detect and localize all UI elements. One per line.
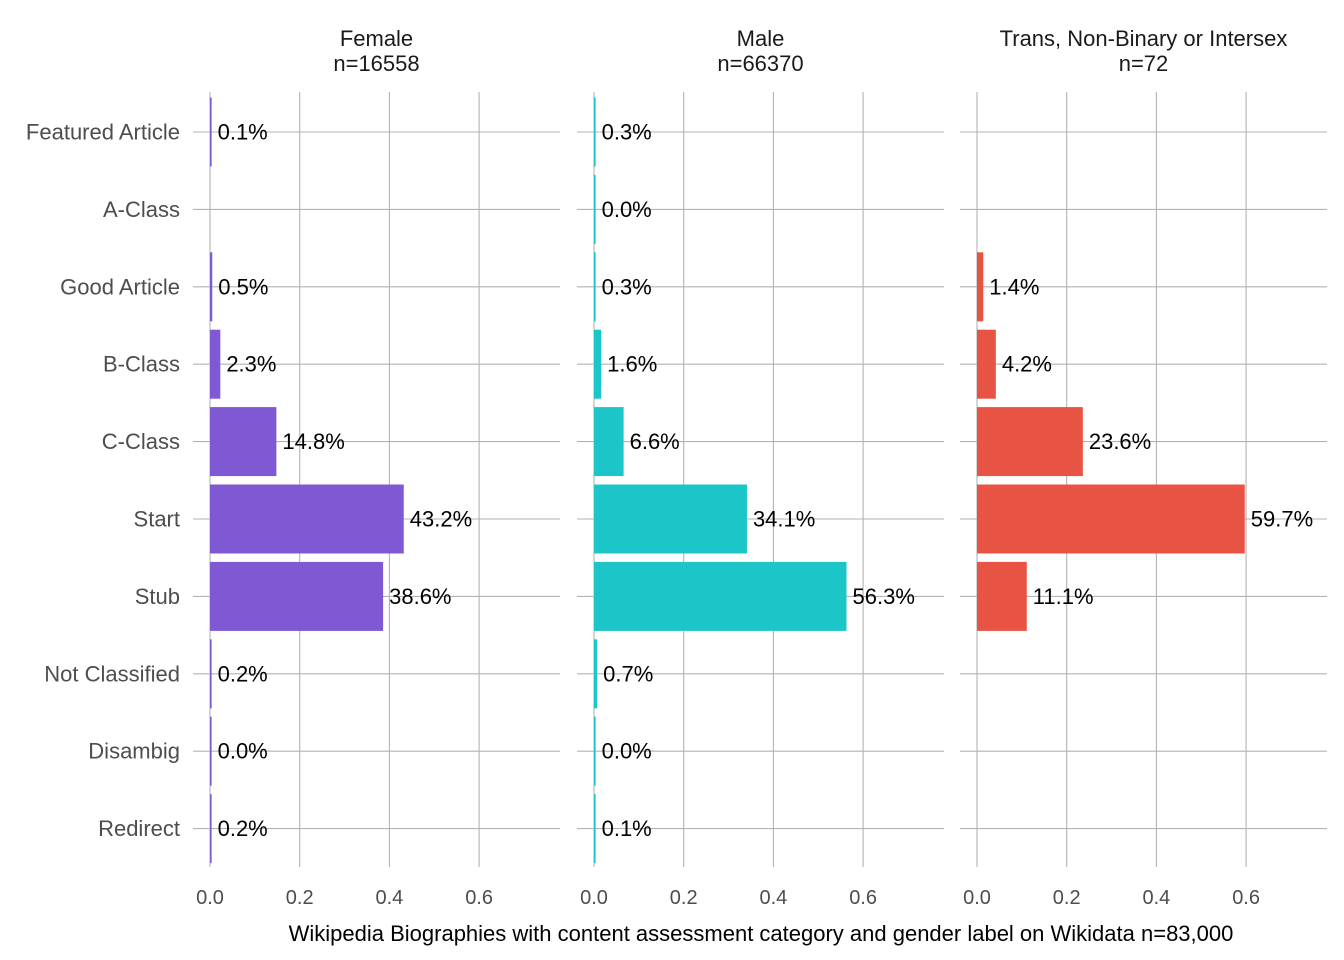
bar-start (977, 484, 1245, 554)
data-label-not-classified: 0.7% (603, 661, 653, 686)
data-label-start: 59.7% (1251, 507, 1313, 532)
data-label-redirect: 0.2% (218, 816, 268, 841)
bar-good-article (210, 252, 213, 322)
bar-stub (977, 561, 1027, 631)
x-tick-label: 0.4 (759, 887, 787, 909)
x-tick-label: 0.2 (670, 887, 698, 909)
data-label-c-class: 14.8% (282, 429, 344, 454)
bar-disambig (594, 716, 596, 786)
x-tick-label: 0.0 (580, 887, 608, 909)
data-label-stub: 56.3% (853, 584, 915, 609)
data-label-stub: 38.6% (389, 584, 451, 609)
data-label-good-article: 0.5% (218, 274, 268, 299)
data-label-featured-article: 0.1% (218, 120, 268, 145)
data-label-featured-article: 0.3% (602, 120, 652, 145)
x-tick-label: 0.6 (849, 887, 877, 909)
bar-c-class (594, 407, 624, 477)
category-label-b-class: B-Class (103, 352, 180, 377)
panel-title: Male (737, 26, 785, 51)
panel-subtitle: n=66370 (717, 51, 803, 76)
bar-start (594, 484, 747, 554)
bar-b-class (594, 329, 602, 399)
data-label-redirect: 0.1% (602, 816, 652, 841)
data-label-start: 34.1% (753, 507, 815, 532)
category-label-a-class: A-Class (103, 197, 180, 222)
bar-b-class (977, 329, 996, 399)
bar-start (210, 484, 404, 554)
bar-redirect (210, 794, 212, 864)
category-label-not-classified: Not Classified (44, 661, 180, 686)
panel-subtitle: n=72 (1119, 51, 1169, 76)
category-label-featured-article: Featured Article (26, 120, 180, 145)
x-tick-label: 0.6 (465, 887, 493, 909)
x-axis-title: Wikipedia Biographies with content asses… (289, 921, 1234, 946)
x-tick-label: 0.0 (963, 887, 991, 909)
bar-not-classified (210, 639, 212, 709)
bar-good-article (594, 252, 596, 322)
x-tick-label: 0.0 (196, 887, 224, 909)
x-tick-label: 0.2 (286, 887, 314, 909)
data-label-good-article: 0.3% (602, 274, 652, 299)
data-label-disambig: 0.0% (218, 739, 268, 764)
panel-subtitle: n=16558 (333, 51, 419, 76)
bar-stub (594, 561, 847, 631)
category-label-good-article: Good Article (60, 274, 180, 299)
panel-title: Trans, Non-Binary or Intersex (1000, 26, 1288, 51)
x-tick-label: 0.2 (1053, 887, 1081, 909)
bar-stub (210, 561, 384, 631)
data-label-c-class: 23.6% (1089, 429, 1151, 454)
category-label-redirect: Redirect (98, 816, 180, 841)
data-label-good-article: 1.4% (989, 274, 1039, 299)
data-label-a-class: 0.0% (602, 197, 652, 222)
category-label-c-class: C-Class (102, 429, 180, 454)
data-label-b-class: 1.6% (607, 352, 657, 377)
data-label-start: 43.2% (410, 507, 472, 532)
category-label-disambig: Disambig (88, 739, 180, 764)
data-label-stub: 11.1% (1033, 584, 1094, 609)
data-label-b-class: 4.2% (1002, 352, 1052, 377)
data-label-not-classified: 0.2% (218, 661, 268, 686)
category-label-stub: Stub (135, 584, 180, 609)
x-tick-label: 0.4 (1142, 887, 1170, 909)
data-label-c-class: 6.6% (630, 429, 680, 454)
bar-featured-article (210, 97, 212, 167)
x-tick-label: 0.4 (375, 887, 403, 909)
bar-redirect (594, 794, 596, 864)
bar-featured-article (594, 97, 596, 167)
bar-a-class (594, 174, 596, 244)
bar-not-classified (594, 639, 598, 709)
data-label-b-class: 2.3% (226, 352, 276, 377)
bar-c-class (977, 407, 1083, 477)
bar-good-article (977, 252, 984, 322)
bar-b-class (210, 329, 221, 399)
data-label-disambig: 0.0% (602, 739, 652, 764)
category-axis-labels: Featured Article A-Class Good Article B-Cla… (26, 120, 180, 842)
bar-c-class (210, 407, 277, 477)
category-label-start: Start (134, 507, 180, 532)
panel-title: Female (340, 26, 413, 51)
x-tick-label: 0.6 (1232, 887, 1260, 909)
bar-disambig (210, 716, 212, 786)
